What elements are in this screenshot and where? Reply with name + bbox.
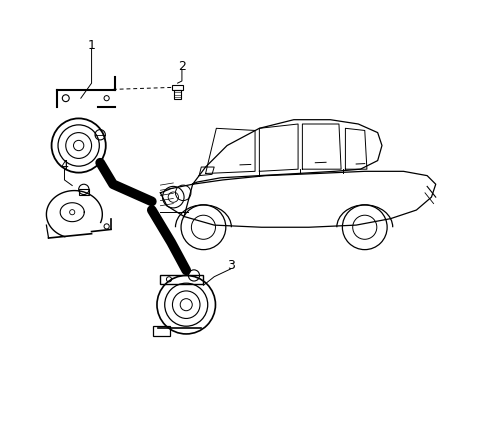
- Bar: [172, 85, 183, 90]
- Text: 2: 2: [178, 60, 186, 73]
- Bar: [174, 90, 181, 99]
- Bar: [160, 275, 204, 284]
- Bar: [153, 326, 170, 336]
- Bar: [79, 188, 89, 195]
- Text: 4: 4: [60, 159, 69, 172]
- Text: 3: 3: [227, 259, 234, 272]
- Text: 1: 1: [88, 39, 96, 52]
